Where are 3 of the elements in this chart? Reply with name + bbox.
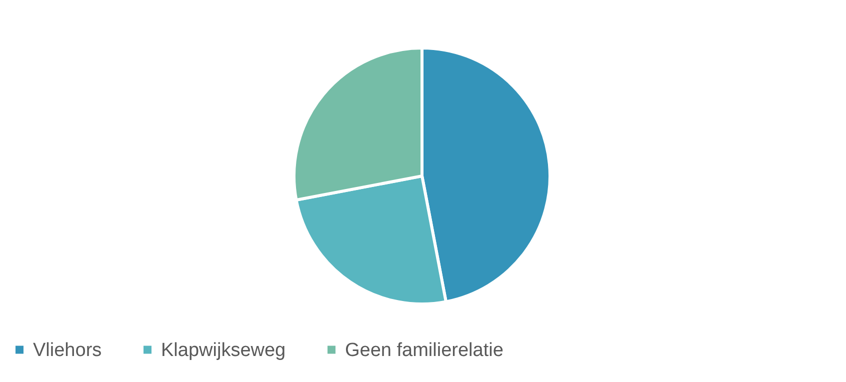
legend-label: Geen familierelatie — [345, 340, 504, 361]
legend-label: Vliehors — [33, 340, 102, 361]
legend-label: Klapwijkseweg — [161, 340, 286, 361]
